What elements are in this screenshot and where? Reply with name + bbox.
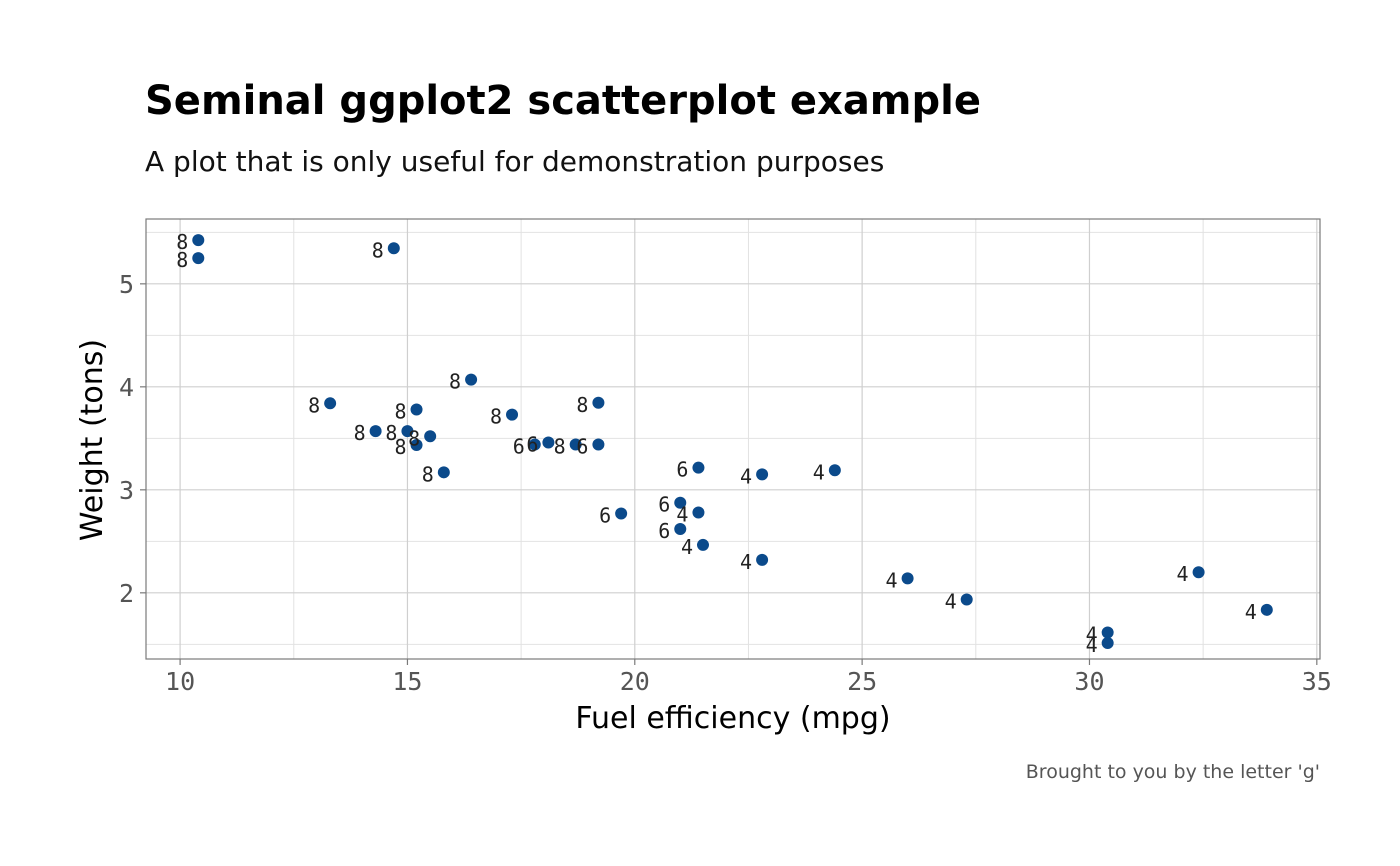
data-point — [756, 468, 769, 481]
y-tick-label: 5 — [119, 270, 134, 299]
data-point-label: 4 — [676, 502, 688, 526]
data-point-label: 8 — [354, 421, 366, 445]
grid-lines — [146, 219, 1320, 659]
data-point-label: 4 — [945, 590, 957, 614]
data-point-label: 8 — [176, 230, 188, 254]
data-point — [692, 506, 705, 519]
data-point — [960, 593, 973, 606]
data-point-label: 6 — [658, 493, 670, 517]
data-point — [674, 522, 687, 535]
data-point — [1192, 566, 1205, 579]
data-point-label: 6 — [526, 432, 538, 456]
panel-border — [145, 218, 1321, 660]
data-point — [592, 396, 605, 409]
data-point-label: 8 — [372, 238, 384, 262]
data-point — [410, 403, 423, 416]
chart-subtitle: A plot that is only useful for demonstra… — [145, 145, 884, 178]
axis-ticks: 10 15 20 25 30 35 2 3 4 5 — [119, 270, 1332, 696]
data-point — [410, 439, 423, 452]
data-point-label: 8 — [408, 426, 420, 450]
data-point-label: 4 — [1086, 633, 1098, 657]
data-point — [424, 430, 437, 443]
data-point — [674, 496, 687, 509]
x-axis-title: Fuel efficiency (mpg) — [575, 701, 890, 736]
data-point — [401, 425, 414, 438]
data-point — [1260, 603, 1273, 616]
data-point — [506, 408, 519, 421]
x-tick-label: 30 — [1074, 667, 1104, 696]
data-point — [387, 242, 400, 255]
data-point-label: 8 — [554, 435, 566, 459]
y-axis-title: Weight (tons) — [75, 339, 110, 541]
data-point-label: 8 — [176, 248, 188, 272]
data-point — [569, 438, 582, 451]
data-point — [615, 507, 628, 520]
data-point — [437, 466, 450, 479]
data-point — [696, 538, 709, 551]
y-tick-label: 2 — [119, 579, 134, 608]
data-point — [692, 461, 705, 474]
data-point — [592, 438, 605, 451]
x-tick-label: 35 — [1302, 667, 1332, 696]
x-tick-label: 25 — [847, 667, 877, 696]
data-point-label: 4 — [740, 464, 752, 488]
data-point-label: 6 — [513, 435, 525, 459]
data-point-label: 8 — [308, 393, 320, 417]
data-point-label: 4 — [886, 568, 898, 592]
data-point — [901, 572, 914, 585]
x-tick-label: 15 — [392, 667, 422, 696]
data-points — [192, 234, 1273, 649]
data-point-label: 6 — [658, 519, 670, 543]
data-point — [1101, 626, 1114, 639]
data-point-label: 4 — [1245, 600, 1257, 624]
data-point — [542, 436, 555, 449]
y-tick-label: 3 — [119, 476, 134, 505]
data-point — [1101, 636, 1114, 649]
data-point-label: 4 — [1086, 622, 1098, 646]
y-tick-label: 4 — [119, 373, 134, 402]
data-point-label: 4 — [681, 535, 693, 559]
data-point-label: 8 — [394, 435, 406, 459]
data-point — [756, 553, 769, 566]
chart-caption: Brought to you by the letter 'g' — [1026, 761, 1320, 783]
data-point-label: 6 — [599, 504, 611, 528]
x-tick-label: 10 — [165, 667, 195, 696]
data-point-label: 8 — [576, 393, 588, 417]
x-tick-label: 20 — [620, 667, 650, 696]
data-point — [192, 252, 205, 265]
data-point — [324, 397, 337, 410]
data-point-label: 6 — [576, 435, 588, 459]
chart-title: Seminal ggplot2 scatterplot example — [145, 78, 981, 124]
data-point-label: 8 — [490, 405, 502, 429]
data-point-label: 8 — [422, 462, 434, 486]
data-point — [528, 438, 541, 451]
data-point — [828, 464, 841, 477]
data-point-label: 4 — [813, 460, 825, 484]
data-point-label: 4 — [1177, 562, 1189, 586]
data-point-label: 8 — [394, 399, 406, 423]
data-point-label: 6 — [676, 458, 688, 482]
data-point — [369, 425, 382, 438]
data-point-label: 4 — [740, 550, 752, 574]
data-point-label: 8 — [449, 370, 461, 394]
data-point — [192, 234, 205, 247]
data-point-label: 8 — [385, 421, 397, 445]
data-point — [465, 373, 478, 386]
